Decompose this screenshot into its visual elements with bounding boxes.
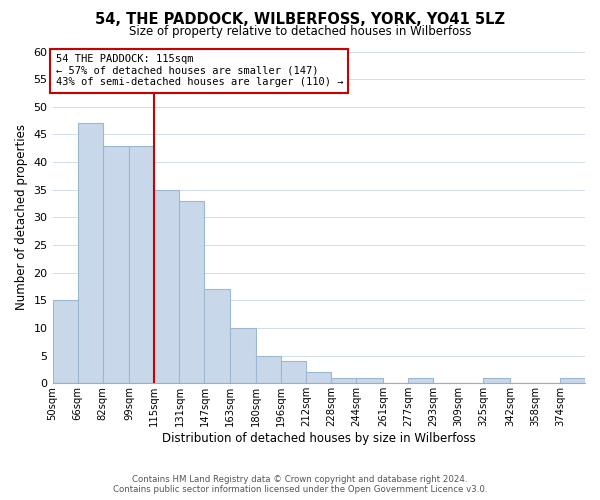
Bar [560,378,585,384]
Bar [103,146,129,384]
Text: Size of property relative to detached houses in Wilberfoss: Size of property relative to detached ho… [129,25,471,38]
Bar [256,356,281,384]
Bar [129,146,154,384]
Bar [230,328,256,384]
Bar [77,124,103,384]
Y-axis label: Number of detached properties: Number of detached properties [15,124,28,310]
Bar [331,378,356,384]
Bar [205,290,230,384]
Bar [408,378,433,384]
Bar [483,378,510,384]
Text: 54, THE PADDOCK, WILBERFOSS, YORK, YO41 5LZ: 54, THE PADDOCK, WILBERFOSS, YORK, YO41 … [95,12,505,28]
Text: 54 THE PADDOCK: 115sqm
← 57% of detached houses are smaller (147)
43% of semi-de: 54 THE PADDOCK: 115sqm ← 57% of detached… [56,54,343,88]
Bar [179,201,205,384]
Bar [356,378,383,384]
Text: Contains HM Land Registry data © Crown copyright and database right 2024.
Contai: Contains HM Land Registry data © Crown c… [113,474,487,494]
Bar [154,190,179,384]
Bar [53,300,77,384]
X-axis label: Distribution of detached houses by size in Wilberfoss: Distribution of detached houses by size … [162,432,476,445]
Bar [281,361,306,384]
Bar [306,372,331,384]
